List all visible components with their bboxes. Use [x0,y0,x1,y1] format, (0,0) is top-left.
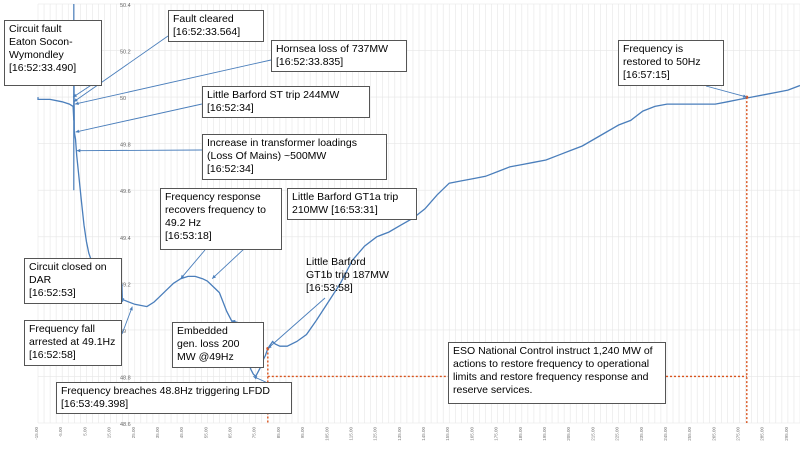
x-tick-label: 115.00 [348,427,353,441]
x-tick-label: 65.00 [228,427,233,439]
callout-frequency-response-recovers: Frequency response recovers frequency to… [160,188,282,250]
callout-hornsea-loss: Hornsea loss of 737MW [16:52:33.835] [271,40,407,72]
x-tick-label: 265.00 [711,427,716,441]
x-tick-label: 195.00 [542,427,547,441]
x-tick-label: 165.00 [469,427,474,441]
callout-restored-50hz: Frequency is restored to 50Hz [16:57:15] [618,40,724,86]
callout-arrowhead [75,101,79,105]
x-tick-label: 205.00 [566,427,571,441]
x-tick-label: 215.00 [590,427,595,441]
x-tick-label: 85.00 [276,427,281,439]
callout-circuit-fault: Circuit fault Eaton Socon- Wymondley [16… [4,20,102,86]
x-tick-label: 75.00 [252,427,257,439]
callout-connector [73,35,169,103]
x-tick-label: 235.00 [639,427,644,441]
x-tick-label: 145.00 [421,427,426,441]
callout-embedded-gen-loss: Embedded gen. loss 200 MW @49Hz [172,322,264,368]
callout-eso-national-control: ESO National Control instruct 1,240 MW o… [448,342,666,404]
callout-connector [267,297,326,349]
y-tick-label: 49.2 [120,282,131,288]
x-tick-label: 55.00 [203,427,208,439]
callout-connector [76,149,203,152]
callout-connector [705,85,747,98]
x-tick-label: 95.00 [300,427,305,439]
x-axis-ticks: -15.00 -5.00 5.00 15.00 25.00 35.00 45.00 55.00… [34,427,789,441]
callout-connector [121,306,133,335]
x-tick-label: 125.00 [373,427,378,441]
y-tick-label: 49.8 [120,143,131,149]
x-tick-label: 285.00 [760,427,765,441]
callout-gt1b-trip: Little Barford GT1b trip 187MW [16:53:58… [306,256,389,294]
x-tick-label: 15.00 [107,427,112,439]
callout-arrowhead [75,129,80,133]
x-tick-label: 155.00 [445,427,450,441]
x-tick-label: -15.00 [34,427,39,440]
callout-arrowhead [253,376,258,380]
callout-little-barford-st: Little Barford ST trip 244MW [16:52:34] [202,86,370,118]
callout-arrowhead [76,148,81,153]
callout-arrowhead [267,344,272,349]
y-tick-label: 49.6 [120,189,131,195]
callout-connector [75,103,203,133]
x-tick-label: 5.00 [82,427,87,436]
x-tick-label: 225.00 [615,427,620,441]
y-tick-label: 49.4 [120,236,131,242]
callout-arrowhead [73,98,78,102]
callout-transformer-loadings: Increase in transformer loadings (Loss O… [202,134,387,180]
x-tick-label: 45.00 [179,427,184,439]
x-tick-label: 35.00 [155,427,160,439]
y-tick-label: 48.6 [120,422,131,428]
x-tick-label: 245.00 [663,427,668,441]
callout-arrowhead [742,94,747,98]
callout-connector [74,59,272,105]
x-tick-label: 295.00 [784,427,789,441]
y-tick-label: 50.4 [120,3,131,9]
callout-arrowhead [180,274,185,279]
y-tick-label: 50 [120,96,126,102]
y-tick-label: 50.2 [120,50,131,56]
callout-fault-cleared: Fault cleared [16:52:33.564] [168,10,264,42]
x-tick-label: 135.00 [397,427,402,441]
callout-arrowhead [212,274,216,279]
callout-frequency-fall-arrested: Frequency fall arrested at 49.1Hz [16:52… [24,320,122,366]
callout-arrowhead [129,306,133,311]
x-tick-label: 275.00 [736,427,741,441]
callout-connector [180,249,206,279]
x-tick-label: -5.00 [58,427,63,438]
callout-lfdd: Frequency breaches 48.8Hz triggering LFD… [56,382,292,414]
callout-gt1a-trip: Little Barford GT1a trip 210MW [16:53:31… [287,188,417,220]
x-tick-label: 255.00 [687,427,692,441]
callout-arrowhead [73,93,77,98]
x-tick-label: 25.00 [131,427,136,439]
x-tick-label: 185.00 [518,427,523,441]
y-tick-label: 48.8 [120,375,131,381]
callout-circuit-closed-dar: Circuit closed on DAR [16:52:53] [24,258,122,304]
x-tick-label: 175.00 [494,427,499,441]
x-tick-label: 105.00 [324,427,329,441]
